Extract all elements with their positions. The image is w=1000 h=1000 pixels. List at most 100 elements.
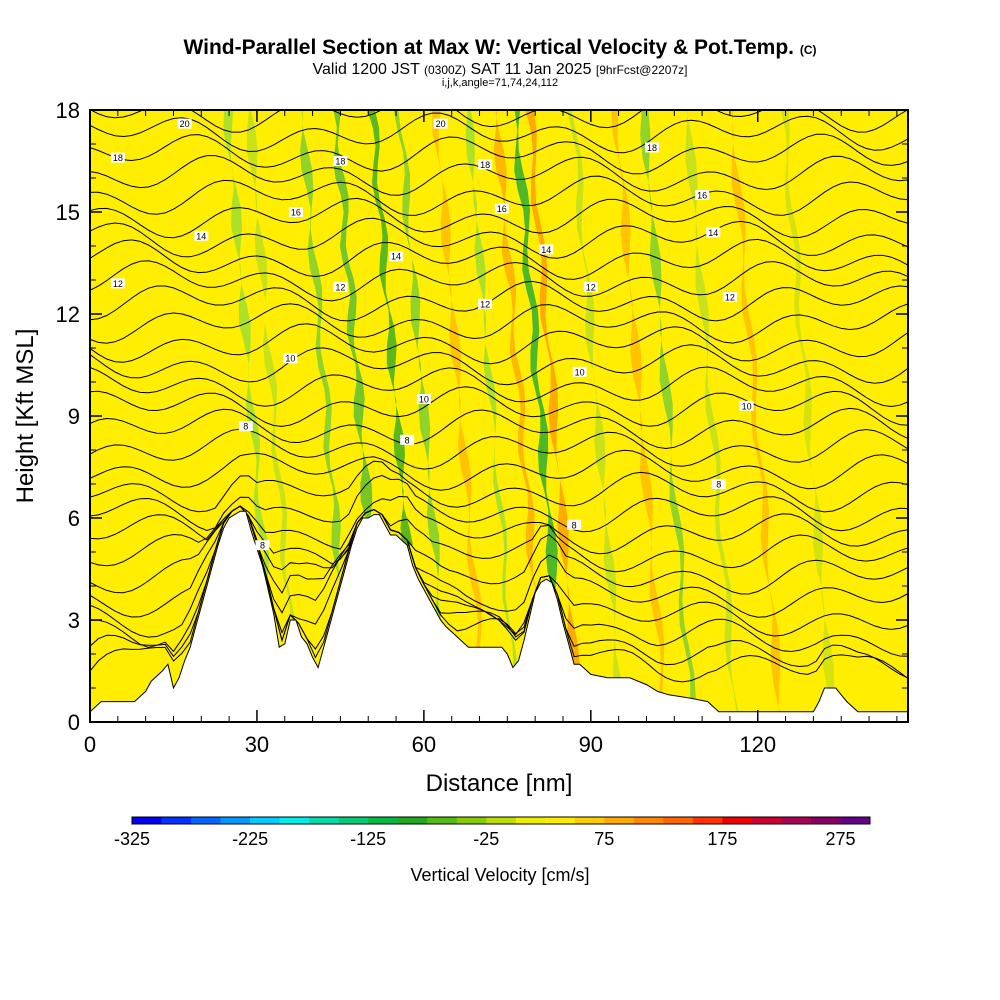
- contour-label-text: 12: [725, 293, 735, 303]
- velocity-streak: [780, 110, 835, 688]
- colorbar-swatch: [338, 817, 369, 824]
- contour-label-box: [110, 278, 125, 289]
- velocity-streak: [525, 110, 580, 665]
- isentrope-line: [90, 217, 908, 259]
- contour-label: 8: [238, 421, 253, 432]
- subtitle-utc: (0300Z): [424, 63, 467, 77]
- velocity-streak: [432, 110, 482, 648]
- colorbar-swatch: [604, 817, 635, 824]
- colorbar-swatch: [132, 817, 162, 824]
- x-tick-label: 120: [739, 732, 776, 757]
- x-axis-label: Distance [nm]: [426, 770, 573, 797]
- isentrope-line: [90, 449, 908, 491]
- isentrope-line: [90, 280, 908, 322]
- contour-label-box: [194, 230, 209, 241]
- colorbar-swatch: [368, 817, 398, 824]
- contour-label-text: 20: [436, 119, 446, 129]
- contour-label-text: 18: [647, 143, 657, 153]
- colorbar-swatch: [161, 817, 192, 824]
- isentrope-line: [90, 323, 908, 365]
- isentrope-line: [90, 474, 908, 533]
- colorbar-swatch: [250, 817, 280, 824]
- x-tick-label: 60: [412, 732, 436, 757]
- contour-label: 14: [389, 251, 404, 262]
- contour-label-text: 8: [572, 520, 577, 530]
- contour-label: 18: [645, 142, 660, 153]
- subtitle-forecast: [9hrFcst@2207z]: [595, 63, 688, 77]
- contour-label-box: [478, 159, 493, 170]
- subtitle-date: SAT 11 Jan 2025: [470, 61, 592, 78]
- colorbar-tick-label: -325: [114, 829, 150, 849]
- isentrope-line: [90, 133, 908, 175]
- contour-label-box: [177, 118, 192, 129]
- contour-label-text: 8: [260, 541, 265, 551]
- chart-subtitle: Valid 1200 JST (0300Z) SAT 11 Jan 2025 […: [0, 61, 1000, 79]
- y-axis-label: Height [Kft MSL]: [12, 329, 39, 504]
- contour-label-box: [572, 366, 587, 377]
- isentrope-line: [90, 155, 908, 196]
- contour-label-box: [494, 203, 509, 214]
- velocity-streak: [465, 110, 518, 668]
- isentrope-line: [90, 175, 908, 216]
- contour-label-box: [583, 281, 598, 292]
- colorbar-tick-label: -25: [473, 829, 499, 849]
- isentrope-line: [90, 238, 908, 280]
- contour-label-text: 12: [480, 299, 490, 309]
- colorbar-swatch: [574, 817, 605, 824]
- colorbar-swatch: [309, 817, 339, 824]
- colorbar-swatch: [722, 817, 753, 824]
- chart-title-tag: (C): [799, 43, 817, 57]
- contour-label-text: 18: [480, 160, 490, 170]
- x-tick-label: 90: [579, 732, 603, 757]
- velocity-streak: [567, 110, 621, 678]
- colorbar-swatch: [397, 817, 428, 824]
- contour-label-box: [478, 298, 493, 309]
- contour-label-text: 20: [180, 119, 190, 129]
- colorbar: -325 -225 -125 -25 75 175 275: [114, 816, 871, 849]
- contour-label-box: [255, 540, 270, 551]
- contour-label-box: [711, 479, 726, 489]
- contour-label-box: [333, 156, 348, 166]
- contour-label-box: [389, 251, 404, 262]
- velocity-streak: [514, 110, 558, 592]
- contour-label-box: [333, 281, 348, 292]
- contour-label-text: 16: [497, 204, 507, 214]
- colorbar-swatch: [840, 817, 871, 824]
- y-tick-label: 15: [56, 200, 80, 225]
- contour-label-box: [539, 244, 554, 255]
- contour-label-text: 12: [113, 279, 123, 289]
- contour-label: 16: [288, 207, 303, 218]
- colorbar-tick-label: 75: [594, 829, 614, 849]
- chart-title-text: Wind-Parallel Section at Max W: Vertical…: [183, 36, 794, 59]
- colorbar-swatch: [545, 817, 576, 824]
- contour-label: 10: [739, 400, 754, 411]
- colorbar-tick-label: -225: [232, 829, 268, 849]
- velocity-streak: [246, 110, 296, 620]
- velocity-streak: [333, 110, 373, 518]
- contour-label: 20: [177, 118, 192, 129]
- isentrope-line: [90, 407, 908, 450]
- axes: 0 30 60 90 120 0 3 6 9 12 15 18: [56, 98, 908, 757]
- isentrope-line: [90, 112, 908, 154]
- isentrope-line: [90, 505, 908, 595]
- x-tick-label: 0: [84, 732, 96, 757]
- isentrope-line: [90, 344, 908, 386]
- contour-label-box: [416, 394, 431, 404]
- contour-label-box: [695, 190, 710, 200]
- contour-label-text: 18: [113, 153, 123, 163]
- contour-label-box: [288, 207, 303, 217]
- contour-label: 18: [478, 159, 493, 170]
- y-tick-label: 9: [68, 404, 80, 429]
- contour-label-text: 16: [697, 191, 707, 201]
- isentrope-line: [90, 428, 908, 470]
- isentrope-line: [90, 386, 908, 427]
- contour-label-text: 14: [391, 252, 401, 262]
- colorbar-swatch: [692, 817, 723, 824]
- isentrope-line: [90, 505, 908, 618]
- contour-label: 12: [722, 292, 737, 303]
- colorbar-swatch: [486, 817, 517, 824]
- contour-label-text: 8: [243, 422, 248, 432]
- plot-area: 20 20 18 18 18 18 16 16 16 14 14 14 14 12 12 12 12 12 10 10…: [90, 110, 908, 722]
- contour-label-box: [433, 118, 448, 129]
